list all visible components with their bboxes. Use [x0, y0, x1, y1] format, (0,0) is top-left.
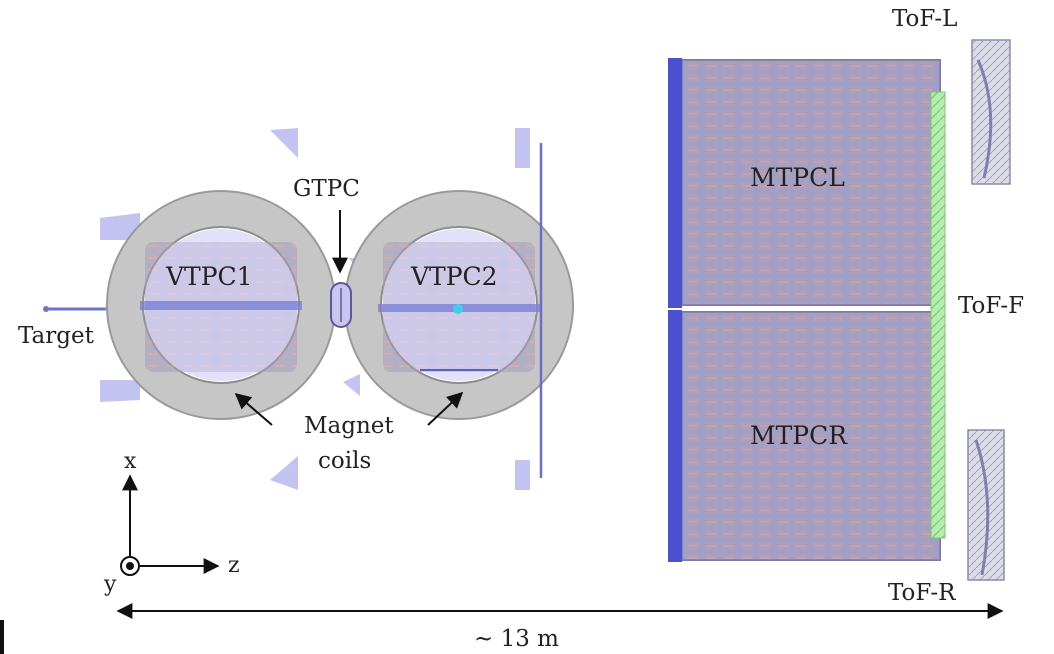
mtpcr-label: MTPCR: [750, 421, 848, 450]
vtpc2-magnet: [344, 190, 574, 420]
gtpc-detector: [330, 282, 352, 328]
tof-f-wall: [930, 91, 946, 539]
tof-f-label: ToF-F: [958, 293, 1024, 319]
gtpc-label: GTPC: [293, 176, 360, 202]
mtpcl-chamber: [668, 58, 941, 308]
vtpc2-label: VTPC2: [410, 262, 498, 291]
tof-l-wall: [971, 39, 1011, 185]
vtpc1-label: VTPC1: [165, 262, 253, 291]
axis-y-label: y: [103, 572, 117, 597]
magnet-yoke-wedges: [100, 128, 530, 490]
tof-r-wall: [967, 429, 1005, 581]
magnet-coils-label-line2: coils: [318, 448, 371, 474]
annotation-arrows: [234, 210, 464, 426]
vtpc1-magnet: [106, 190, 336, 420]
mtpcl-label: MTPCL: [750, 163, 845, 192]
axis-z-label: z: [228, 553, 240, 578]
tof-l-label: ToF-L: [892, 6, 957, 32]
axis-x-label: x: [124, 449, 137, 474]
coordinate-axes: [120, 474, 220, 576]
magnet-coils-label-line1: Magnet: [304, 413, 394, 439]
mtpcr-chamber: [668, 310, 941, 562]
target-beamline: [43, 306, 118, 312]
left-edge-mark: [0, 620, 4, 654]
target-label: Target: [18, 323, 95, 349]
scale-label: ~ 13 m: [474, 626, 559, 652]
tof-r-label: ToF-R: [888, 580, 956, 606]
